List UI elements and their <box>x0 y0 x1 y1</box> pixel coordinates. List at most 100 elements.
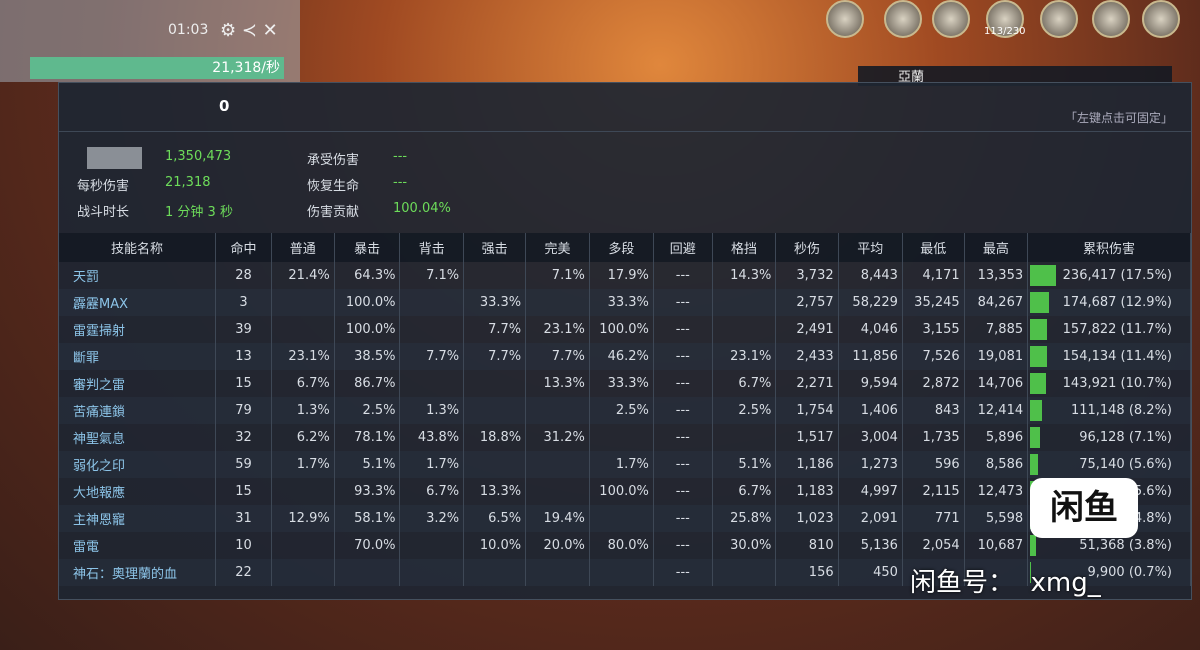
cell: 100.0% <box>334 316 401 343</box>
column-header: 背击 <box>399 233 465 262</box>
cell: 11,856 <box>838 343 903 370</box>
column-header: 最低 <box>902 233 965 262</box>
cell <box>463 451 527 478</box>
cell: 3,004 <box>838 424 903 451</box>
cell: 58,229 <box>838 289 903 316</box>
cell: 1,517 <box>775 424 839 451</box>
share-bar <box>1030 292 1049 313</box>
cell: 19.4% <box>525 505 590 532</box>
cell: 1,754 <box>775 397 839 424</box>
cell: 15 <box>215 478 272 505</box>
header-row: 技能名称 命中 普通 暴击 背击 强击 完美 多段 回避 格挡 秒伤 平均 最低 最高 累积伤害 <box>59 233 1191 262</box>
stat-label: 承受伤害 <box>307 153 360 168</box>
cell: 3,732 <box>775 262 839 289</box>
cell: 6.7% <box>271 370 335 397</box>
cell: 5,136 <box>838 532 903 559</box>
cell: 86.7% <box>334 370 401 397</box>
cumulative-damage: 157,822 (11.7%) <box>1027 316 1191 343</box>
cell: 2,054 <box>902 532 965 559</box>
cumulative-label: 9,900 (0.7%) <box>1087 565 1172 580</box>
skill-row: 斷罪 13 23.1% 38.5% 7.7% 7.7% 7.7% 46.2% --- 23.1% 2… <box>59 343 1191 370</box>
cell: 9,594 <box>838 370 903 397</box>
skill-name: 大地報應 <box>59 478 217 505</box>
cell: 7,526 <box>902 343 965 370</box>
menu-icon[interactable] <box>884 0 922 38</box>
cell: 450 <box>838 559 903 586</box>
cell: 7.7% <box>399 343 465 370</box>
skill-name: 審判之雷 <box>59 370 217 397</box>
cell: 7.7% <box>525 343 590 370</box>
panel-title: 0 <box>219 97 230 115</box>
settings-icon[interactable]: ⚙ ≺ ✕ <box>220 20 278 41</box>
cell: 8,586 <box>964 451 1029 478</box>
skill-row: 霹靂MAX 3 100.0% 33.3% 33.3% --- 2,757 58,229 35,2… <box>59 289 1191 316</box>
cell: 33.3% <box>589 370 654 397</box>
skill-row: 神石：奧理蘭的血 22 --- 156 450 9,900 (0.7%) <box>59 559 1191 586</box>
share-bar <box>1030 373 1046 394</box>
column-header: 技能名称 <box>59 233 217 262</box>
column-header: 最高 <box>964 233 1029 262</box>
cell: 771 <box>902 505 965 532</box>
stat-label: 恢复生命 <box>307 179 360 194</box>
share-bar <box>1030 346 1047 367</box>
cell: 32 <box>215 424 272 451</box>
skill-name: 雷電 <box>59 532 217 559</box>
cell: 4,046 <box>838 316 903 343</box>
blurred-label <box>87 147 142 169</box>
menu-icon[interactable] <box>932 0 970 38</box>
cell <box>271 316 335 343</box>
total-damage: 1,350,473 <box>165 149 232 164</box>
cell: 15 <box>215 370 272 397</box>
cell: 22 <box>215 559 272 586</box>
cell: 2,271 <box>775 370 839 397</box>
cell: 5,896 <box>964 424 1029 451</box>
cell <box>271 559 335 586</box>
skill-name: 苦痛連鎖 <box>59 397 217 424</box>
cell: 1.3% <box>271 397 335 424</box>
skill-row: 審判之雷 15 6.7% 86.7% 13.3% 33.3% --- 6.7% 2,271 9,5… <box>59 370 1191 397</box>
cumulative-label: 51,368 (3.8%) <box>1079 538 1172 553</box>
menu-icon[interactable] <box>1040 0 1078 38</box>
cell: 33.3% <box>463 289 527 316</box>
cell <box>399 370 465 397</box>
column-header: 回避 <box>653 233 713 262</box>
column-header: 平均 <box>838 233 903 262</box>
menu-icon[interactable] <box>986 0 1024 38</box>
cell: --- <box>653 478 713 505</box>
cell: 2,491 <box>775 316 839 343</box>
cell: 12.9% <box>271 505 335 532</box>
cell: 18.8% <box>463 424 527 451</box>
cumulative-label: 157,822 (11.7%) <box>1062 322 1172 337</box>
menu-icon[interactable] <box>826 0 864 38</box>
cell: --- <box>653 370 713 397</box>
cell: 1,023 <box>775 505 839 532</box>
menu-icon[interactable] <box>1142 0 1180 38</box>
cell: 7.1% <box>399 262 465 289</box>
cell: 39 <box>215 316 272 343</box>
cell: 20.0% <box>525 532 590 559</box>
stat-label: 每秒伤害 <box>77 179 130 194</box>
stat-value: 1 分钟 3 秒 <box>165 205 233 220</box>
cell: 3,155 <box>902 316 965 343</box>
inventory-count: 113/230 <box>984 26 1026 37</box>
skill-row: 弱化之印 59 1.7% 5.1% 1.7% 1.7% --- 5.1% 1,186 1,273 5… <box>59 451 1191 478</box>
cell: 2,433 <box>775 343 839 370</box>
cumulative-damage: 143,921 (10.7%) <box>1027 370 1191 397</box>
cumulative-label: 174,687 (12.9%) <box>1062 295 1172 310</box>
column-header: 累积伤害 <box>1027 233 1191 262</box>
skill-name: 弱化之印 <box>59 451 217 478</box>
cell: --- <box>653 424 713 451</box>
watermark-logo: 闲鱼 <box>1030 478 1138 538</box>
cumulative-label: 96,128 (7.1%) <box>1079 430 1172 445</box>
cell: 13.3% <box>463 478 527 505</box>
cumulative-damage: 96,128 (7.1%) <box>1027 424 1191 451</box>
cell: 23.1% <box>712 343 777 370</box>
skill-row: 天罰 28 21.4% 64.3% 7.1% 7.1% 17.9% --- 14.3% 3,732… <box>59 262 1191 289</box>
cell: 10 <box>215 532 272 559</box>
cell <box>525 559 590 586</box>
cell <box>712 289 777 316</box>
menu-icon[interactable] <box>1092 0 1130 38</box>
cell <box>964 559 1029 586</box>
cell: 59 <box>215 451 272 478</box>
